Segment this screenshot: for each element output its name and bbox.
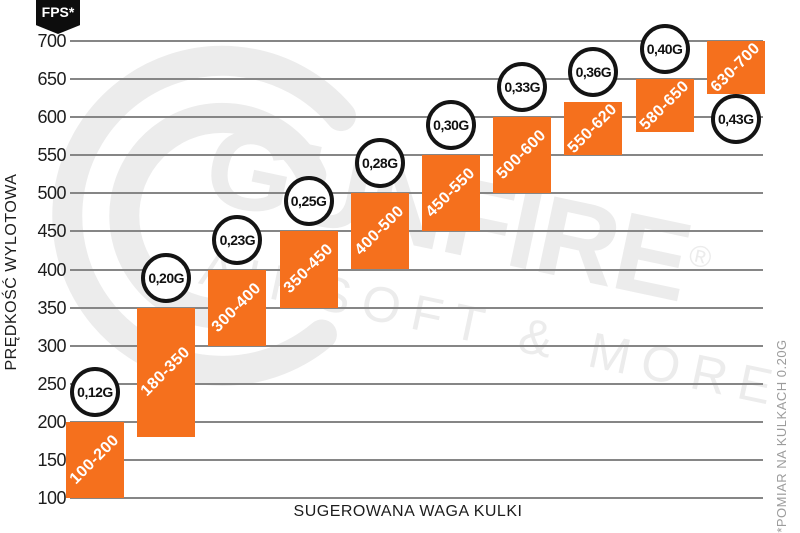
bar: 180-350 xyxy=(137,307,196,438)
gridline xyxy=(70,116,763,119)
weight-label: 0,40G xyxy=(646,41,683,58)
weight-label: 0,28G xyxy=(361,155,398,172)
bar-range-label: 180-350 xyxy=(137,343,194,400)
y-tick-label: 350 xyxy=(37,297,66,318)
bar-range-label: 580-650 xyxy=(636,77,693,134)
bar: 550-620 xyxy=(564,100,623,157)
bar: 100-200 xyxy=(66,421,124,498)
weight-circle: 0,30G xyxy=(426,100,476,151)
x-axis-title: SUGEROWANA WAGA KULKI xyxy=(293,503,523,520)
gridline xyxy=(70,497,763,499)
y-tick-label: 150 xyxy=(37,449,66,470)
gridline xyxy=(70,344,763,347)
footnote: *POMIAR NA KULKACH 0.20G xyxy=(774,339,789,533)
y-tick-label: 650 xyxy=(37,69,66,90)
weight-circle: 0,23G xyxy=(212,214,263,265)
bar-range-label: 450-550 xyxy=(422,164,479,221)
gridline xyxy=(70,268,763,271)
gridline xyxy=(70,40,763,42)
y-tick-label: 550 xyxy=(37,145,66,166)
gridline xyxy=(70,230,763,233)
bar-range-label: 500-600 xyxy=(493,126,550,183)
weight-label: 0,43G xyxy=(717,111,754,128)
bar: 630-700 xyxy=(706,39,765,96)
gridline xyxy=(70,78,763,81)
gridline xyxy=(70,382,763,385)
gridline xyxy=(70,420,763,423)
bar: 450-550 xyxy=(422,155,480,232)
weight-circle: 0,28G xyxy=(354,138,405,189)
y-tick-label: 200 xyxy=(37,411,66,432)
weight-circle: 0,43G xyxy=(710,94,761,145)
weight-label: 0,23G xyxy=(219,231,256,248)
y-tick-label: 300 xyxy=(37,335,66,356)
bar-range-label: 630-700 xyxy=(707,39,764,96)
weight-circle: 0,40G xyxy=(639,24,690,75)
weight-label: 0,12G xyxy=(77,383,113,400)
bar-range-label: 100-200 xyxy=(66,431,123,488)
weight-label: 0,36G xyxy=(575,63,612,80)
bar: 300-400 xyxy=(208,269,267,346)
gridline xyxy=(70,306,763,309)
y-tick-label: 500 xyxy=(37,183,66,204)
y-tick-label: 100 xyxy=(37,488,66,508)
weight-label: 0,33G xyxy=(504,79,540,96)
bar-range-label: 550-620 xyxy=(565,100,622,157)
weight-label: 0,25G xyxy=(290,193,327,210)
weight-circle: 0,12G xyxy=(70,366,120,417)
weight-circle: 0,33G xyxy=(497,62,548,113)
weight-circle: 0,20G xyxy=(141,252,192,303)
y-tick-label: 400 xyxy=(37,259,66,280)
bar-range-label: 400-500 xyxy=(351,203,408,260)
gridline xyxy=(70,192,763,195)
gridline xyxy=(70,154,763,157)
y-axis-title: PRĘDKOŚĆ WYLOTOWA xyxy=(3,173,20,371)
bar-range-label: 300-400 xyxy=(209,279,266,336)
bar: 580-650 xyxy=(635,77,694,134)
weight-label: 0,30G xyxy=(433,117,469,134)
y-tick-label: 600 xyxy=(37,107,66,128)
bar: 500-600 xyxy=(493,117,552,194)
weight-circle: 0,25G xyxy=(283,176,334,227)
y-tick-label: 700 xyxy=(37,31,66,51)
weight-circle: 0,36G xyxy=(568,46,619,97)
bar-range-label: 350-450 xyxy=(280,241,337,298)
bar: 400-500 xyxy=(350,193,409,270)
bar: 350-450 xyxy=(279,231,338,308)
weight-label: 0,20G xyxy=(148,269,184,286)
y-tick-label: 450 xyxy=(37,221,66,242)
y-tick-label: 250 xyxy=(37,373,66,394)
gridline xyxy=(70,458,763,461)
